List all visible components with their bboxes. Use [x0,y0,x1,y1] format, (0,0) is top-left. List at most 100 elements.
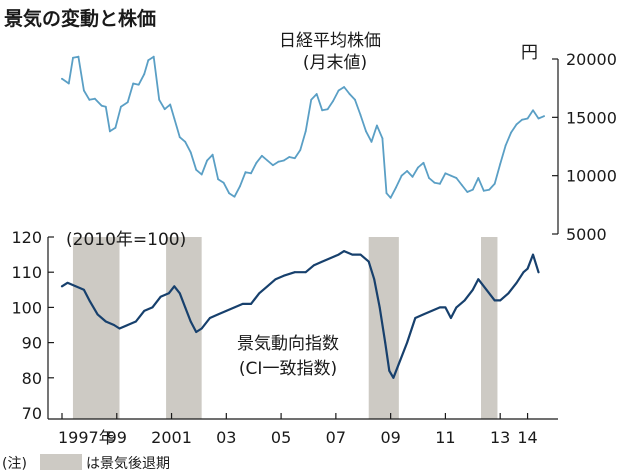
ci-series-point [359,253,362,256]
stock-series-point [100,104,103,107]
ci-series-point [266,285,269,288]
ci-series-point [258,292,261,295]
ci-series-point [61,285,63,288]
stock-series-point [411,175,414,178]
ci-tick-label-3: 100 [11,298,42,317]
recession-bands [72,237,498,419]
ci-series-point [151,306,154,309]
stock-series-point [417,166,419,169]
ci-series-point [537,271,540,274]
stock-tick-label-2: 15000 [566,108,617,127]
ci-series-point [373,278,376,281]
stock-series-point [163,108,166,111]
ci-series-point [159,295,162,298]
ci-series-point [414,317,417,319]
ci-series-point [178,292,181,295]
stock-series-point [158,98,161,101]
ci-tick-label-4: 110 [11,263,42,282]
stock-series-point [119,105,122,108]
ci-series-point [532,253,534,256]
ci-series-point [66,281,69,284]
stock-series-point [471,188,474,191]
stock-series-point [359,114,362,116]
stock-series-point [343,86,345,88]
stock-series-point [255,161,258,164]
stock-series-point [365,130,367,133]
stock-series-point [72,56,74,59]
stock-series-point [537,117,540,120]
stock-series-point [526,117,529,120]
ci-tick-label-5: 120 [11,228,42,247]
ci-series-point [313,264,315,267]
stock-series-point [488,188,491,191]
stock-series-point [132,82,135,85]
stock-series-point [315,93,318,95]
ci-series-point [444,306,447,309]
stock-series-point [433,181,436,184]
stock-series-point [543,115,545,118]
stock-series-point [299,149,302,151]
stock-chart-subtitle: (月末値) [303,53,367,73]
ci-series-point [449,317,452,319]
stock-series-point [143,73,146,76]
stock-series-point [455,177,458,179]
ci-series-point [388,369,391,372]
ci-y-ticks: 70 80 90 100 110 120 [11,228,54,423]
stock-series-point [337,89,340,92]
stock-series-point [354,98,356,101]
ci-series-point [233,306,236,309]
stock-series [61,55,545,199]
stock-series-point [348,93,351,95]
x-tick-label-7: 11 [435,428,455,447]
stock-series-point [266,159,269,162]
ci-series-point [439,306,441,309]
stock-series-point [499,163,502,165]
ci-series-point [225,310,228,312]
ci-series-point [184,306,187,309]
stock-series-point [482,189,485,192]
x-tick-label-0: 1997年 [58,428,115,447]
stock-series-point [173,117,176,120]
ci-series-point [113,324,115,326]
stock-series-point [521,118,523,121]
stock-series-point [406,170,408,172]
stock-series-point [152,55,155,58]
stock-series-point [288,156,291,158]
ci-series-point [282,274,285,277]
page-title: 景気の変動と株価 [4,7,156,30]
stock-tick-label-3: 20000 [566,50,617,69]
ci-series-point [515,281,518,284]
ci-series-point [200,327,203,330]
stock-series-point [460,184,463,186]
x-tick-label-3: 03 [216,428,236,447]
stock-chart-title: 日経平均株価 [279,31,381,51]
ci-chart-subtitle: (CI一致指数) [239,359,337,379]
stock-series-point [370,140,373,143]
ci-series-point [83,288,85,291]
stock-series-point [109,130,111,133]
ci-series-point [173,285,176,288]
stock-series-point [222,181,225,184]
stock-series-point [233,195,236,198]
ci-series-point [526,267,529,270]
recession-band-3 [481,237,498,419]
x-tick-label-9: 14 [517,428,537,447]
x-tick-label-2: 2001 [151,428,192,447]
stock-unit-label: 円 [521,43,538,63]
ci-series-point [392,376,395,379]
recession-band-1 [166,237,202,419]
ci-series-point [96,313,99,316]
stock-series-point [67,82,70,85]
ci-series-point [329,257,332,260]
stock-series-point [77,55,80,58]
stock-series-point [381,137,384,140]
stock-series-point [228,192,230,195]
stock-series-point [126,101,129,104]
stock-series-point [206,159,209,162]
ci-series-point [367,260,370,263]
ci-series-point [337,253,340,256]
stock-series-point [104,105,107,108]
ci-series-point [321,260,324,263]
stock-series-point [293,157,296,160]
